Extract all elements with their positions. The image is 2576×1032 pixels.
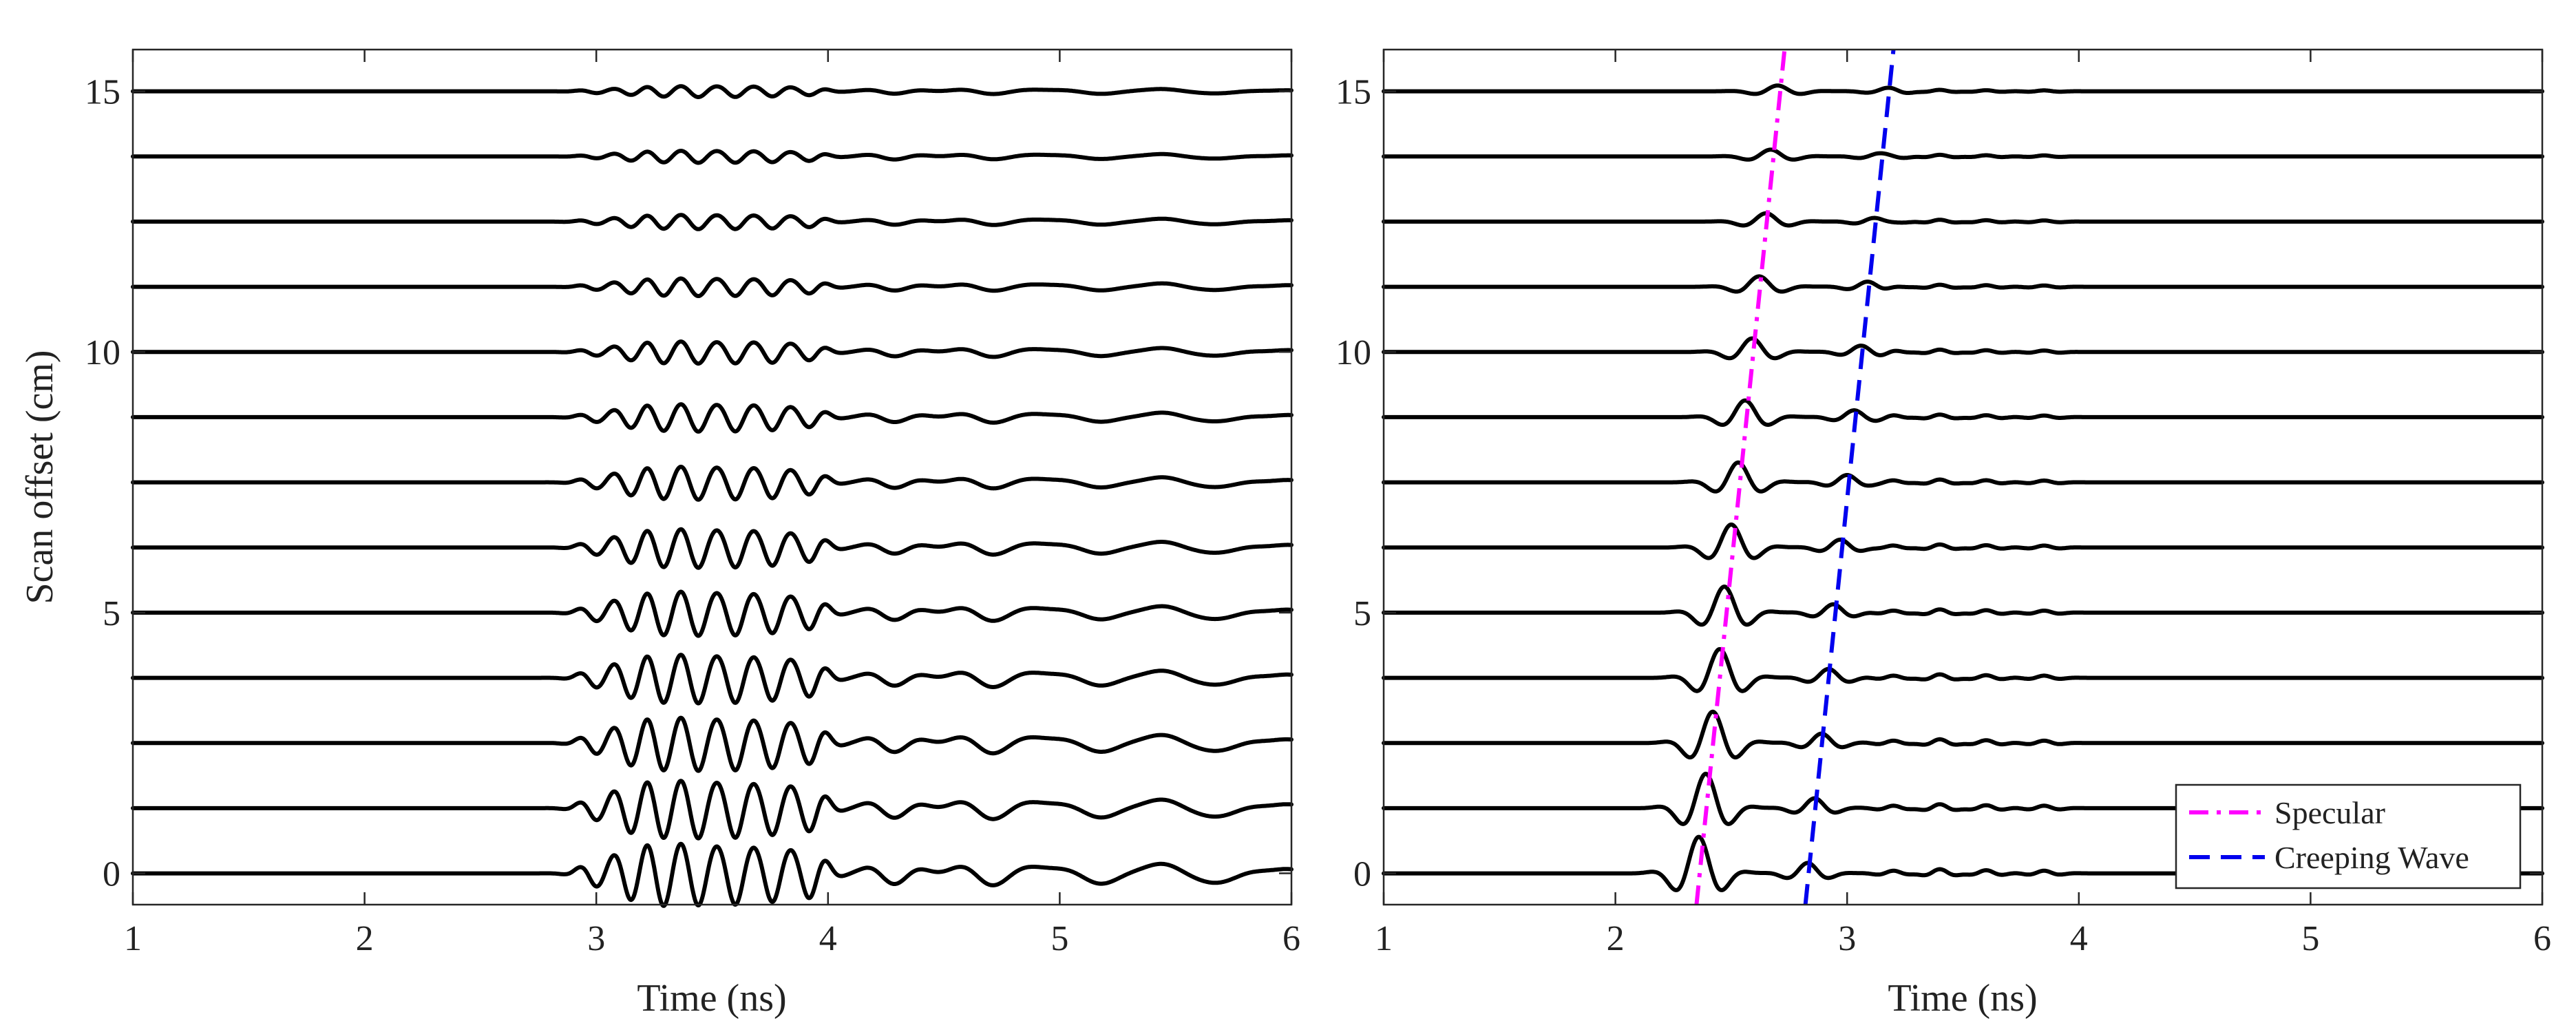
right-ticks: 1 2 3 4 5 6 0 5 10 15: [1335, 50, 2551, 958]
left-panel: 1 2 3 4 5 6 0 5 10 15 Time (ns) Scan offset (cm): [19, 48, 1300, 1020]
left-trace-15: [131, 84, 1294, 99]
right-trace-15: [1382, 83, 2544, 96]
left-x-axis-title: Time (ns): [637, 977, 786, 1020]
left-y-tick-label: 0: [103, 855, 120, 894]
left-trace-12.5: [131, 213, 1294, 231]
left-y-axis-title: Scan offset (cm): [19, 350, 61, 604]
right-y-tick-label: 5: [1353, 594, 1371, 633]
right-y-tick-label: 0: [1353, 855, 1371, 894]
left-y-tick-label: 5: [103, 594, 120, 633]
left-x-tick-label: 4: [819, 919, 837, 958]
right-trace-12.5: [1382, 211, 2544, 228]
right-trace-13.75: [1382, 147, 2544, 162]
right-x-tick-label: 6: [2533, 919, 2551, 958]
left-plot-frame: [131, 48, 1293, 906]
left-y-tick-label: 15: [85, 73, 120, 112]
left-trace-2.5: [131, 715, 1294, 773]
left-x-tick-label: 5: [1051, 919, 1068, 958]
right-trace-5: [1382, 585, 2544, 627]
right-x-axis-title: Time (ns): [1888, 977, 2037, 1020]
left-trace-13.75: [131, 149, 1294, 165]
right-trace-10: [1382, 336, 2544, 361]
left-trace-11.25: [131, 276, 1294, 298]
left-trace-7.5: [131, 465, 1294, 502]
left-trace-5: [131, 589, 1294, 638]
left-trace-8.75: [131, 402, 1294, 434]
right-trace-3.75: [1382, 646, 2544, 693]
left-trace-3.75: [131, 653, 1294, 706]
right-trace-7.5: [1382, 460, 2544, 494]
left-x-tick-label: 1: [124, 919, 142, 958]
right-y-tick-label: 15: [1335, 73, 1371, 112]
left-x-tick-label: 2: [356, 919, 374, 958]
left-trace-1.25: [131, 779, 1294, 841]
right-trace-8.75: [1382, 398, 2544, 427]
legend: Specular Creeping Wave: [2175, 783, 2522, 889]
left-traces: [131, 84, 1294, 908]
right-trace-6.25: [1382, 522, 2544, 560]
right-panel: 1 2 3 4 5 6 0 5 10 15 Time (ns) Specular Creeping…: [1335, 48, 2551, 1020]
right-x-tick-label: 5: [2301, 919, 2319, 958]
left-x-tick-label: 6: [1282, 919, 1300, 958]
right-fit-line-0: [1694, 49, 1787, 905]
left-x-tick-label: 3: [587, 919, 605, 958]
left-trace-10: [131, 339, 1294, 366]
right-x-tick-label: 2: [1607, 919, 1625, 958]
legend-label-specular: Specular: [2274, 795, 2385, 830]
right-plot-frame: [1382, 48, 2544, 906]
left-trace-6.25: [131, 527, 1294, 570]
right-x-tick-label: 1: [1375, 919, 1393, 958]
left-y-tick-label: 10: [85, 333, 120, 372]
right-x-tick-label: 3: [1838, 919, 1856, 958]
right-y-tick-label: 10: [1335, 333, 1371, 372]
left-trace-0: [131, 841, 1294, 908]
right-trace-11.25: [1382, 274, 2544, 294]
right-fit-line-1: [1803, 49, 1896, 905]
right-traces: [1382, 83, 2544, 892]
right-x-tick-label: 4: [2070, 919, 2088, 958]
left-ticks: 1 2 3 4 5 6 0 5 10 15: [85, 50, 1300, 958]
right-trace-2.5: [1382, 709, 2544, 760]
legend-box: [2175, 783, 2522, 889]
legend-label-creeping-wave: Creeping Wave: [2274, 840, 2469, 875]
right-fit-lines: [1694, 49, 1896, 905]
